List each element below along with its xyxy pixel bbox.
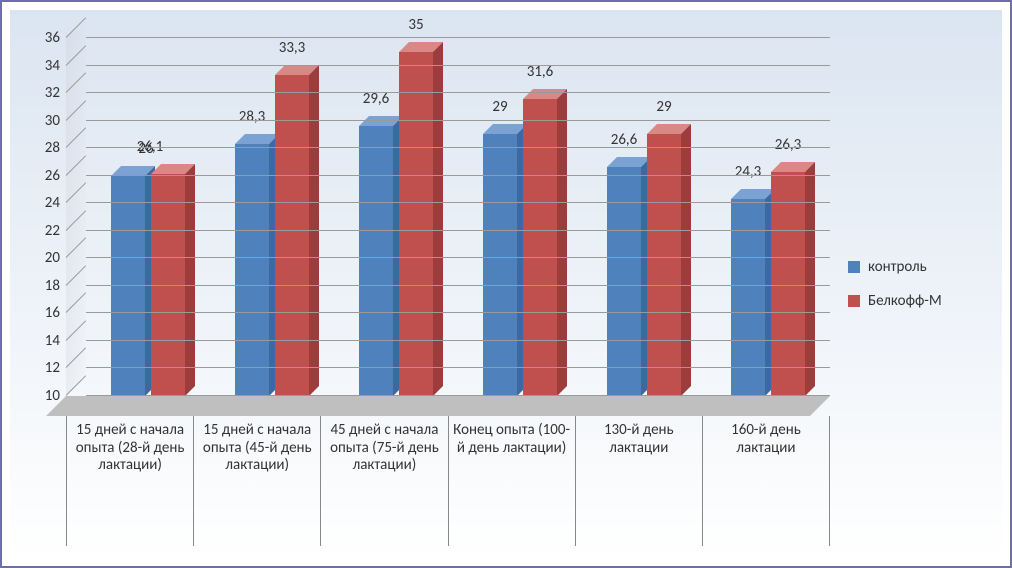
y-tick: 12 — [45, 359, 60, 377]
data-label: 29 — [656, 98, 671, 116]
bar: 35 — [399, 52, 433, 396]
plot-area: 2626,128,333,329,6352931,626,62924,326,3 — [66, 38, 830, 416]
floor — [46, 396, 830, 416]
x-axis: 15 дней с начала опыта (28-й день лактац… — [66, 416, 830, 546]
y-tick: 30 — [45, 112, 60, 130]
y-tick: 24 — [45, 194, 60, 212]
y-tick: 20 — [45, 249, 60, 267]
y-tick: 16 — [45, 304, 60, 322]
y-tick: 14 — [45, 332, 60, 350]
legend-swatch-1 — [848, 295, 860, 307]
gridline — [86, 202, 830, 203]
gridline — [86, 92, 830, 93]
data-label: 26,3 — [775, 136, 802, 154]
gridline — [86, 367, 830, 368]
gridline — [86, 257, 830, 258]
y-tick: 26 — [45, 167, 60, 185]
data-label: 29 — [492, 98, 507, 116]
data-label: 28,3 — [239, 108, 266, 126]
bar: 29,6 — [359, 126, 393, 396]
y-tick: 10 — [45, 387, 60, 405]
x-category: 160-й день лактации — [702, 416, 830, 546]
gridline — [86, 120, 830, 121]
bar: 29 — [647, 134, 681, 396]
gridline — [86, 395, 830, 396]
gridline — [86, 285, 830, 286]
chart-container: 1012141618202224262830323436 2626,128,33… — [0, 0, 1012, 568]
data-label: 24,3 — [735, 163, 762, 181]
legend-item-0: контроль — [848, 258, 990, 276]
bar: 29 — [483, 134, 517, 396]
gridline — [86, 147, 830, 148]
bar: 33,3 — [275, 75, 309, 396]
x-category: 15 дней с начала опыта (28-й день лактац… — [66, 416, 193, 546]
gridline — [86, 312, 830, 313]
y-tick: 18 — [45, 277, 60, 295]
bar: 28,3 — [235, 144, 269, 396]
bar: 24,3 — [731, 199, 765, 396]
plot-row: 1012141618202224262830323436 2626,128,33… — [22, 22, 990, 546]
legend-item-1: Белкофф-М — [848, 292, 990, 310]
bar: 31,6 — [523, 99, 557, 396]
y-tick: 22 — [45, 222, 60, 240]
gridline — [86, 340, 830, 341]
x-category: 45 дней с начала опыта (75-й день лактац… — [320, 416, 447, 546]
x-category: Конец опыта (100-й день лактации) — [448, 416, 575, 546]
chart-inner: 1012141618202224262830323436 2626,128,33… — [10, 10, 1002, 558]
data-label: 35 — [408, 16, 423, 34]
gridline — [86, 230, 830, 231]
y-axis: 1012141618202224262830323436 — [22, 38, 66, 416]
data-label: 33,3 — [279, 39, 306, 57]
y-tick: 32 — [45, 84, 60, 102]
bar: 26,3 — [771, 172, 805, 396]
plot-3d: 1012141618202224262830323436 2626,128,33… — [22, 22, 830, 546]
gridline — [86, 65, 830, 66]
y-tick: 36 — [45, 29, 60, 47]
gridline — [86, 37, 830, 38]
legend-swatch-0 — [848, 261, 860, 273]
plot-wrap: 1012141618202224262830323436 2626,128,33… — [22, 22, 830, 546]
gridline — [86, 175, 830, 176]
x-category: 130-й день лактации — [575, 416, 702, 546]
legend-label-0: контроль — [868, 258, 927, 276]
y-tick: 28 — [45, 139, 60, 157]
legend: контроль Белкофф-М — [830, 22, 990, 546]
x-category: 15 дней с начала опыта (45-й день лактац… — [193, 416, 320, 546]
legend-label-1: Белкофф-М — [868, 292, 942, 310]
y-tick: 34 — [45, 57, 60, 75]
